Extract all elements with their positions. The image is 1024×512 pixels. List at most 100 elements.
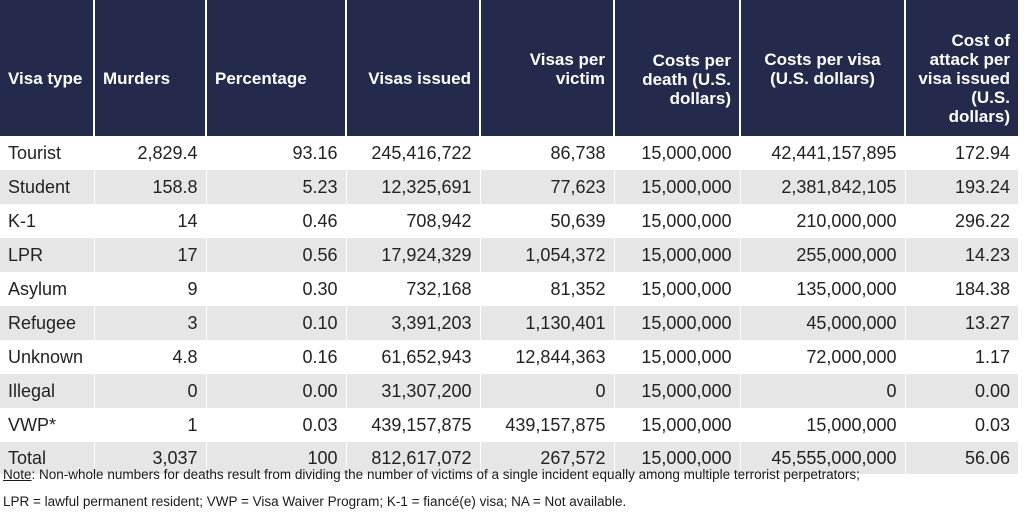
cell-percentage: 0.16: [205, 340, 346, 374]
table-row: Asylum 9 0.30 732,168 81,352 15,000,000 135,00…: [0, 272, 1018, 306]
cell-visas-issued: 61,652,943: [345, 340, 480, 374]
cell-cost-per-visa-issued: 1.17: [904, 340, 1018, 374]
cell-percentage: 0.00: [205, 374, 346, 408]
abbreviations-line: LPR = lawful permanent resident; VWP = V…: [3, 494, 627, 509]
note-text: : Non-whole numbers for deaths result fr…: [31, 467, 860, 482]
cell-murders: 0: [93, 374, 206, 408]
table-row: LPR 17 0.56 17,924,329 1,054,372 15,000,000 25…: [0, 238, 1018, 272]
cell-visa-type: VWP*: [0, 408, 94, 442]
cell-costs-per-visa: 42,441,157,895: [739, 136, 905, 170]
cell-percentage: 0.10: [205, 306, 346, 340]
cell-percentage: 0.56: [205, 238, 346, 272]
table-row: Illegal 0 0.00 31,307,200 0 15,000,000 0 0.00: [0, 374, 1018, 408]
cell-visa-type: Refugee: [0, 306, 94, 340]
cell-visas-issued: 732,168: [345, 272, 480, 306]
cell-visas-issued: 439,157,875: [345, 408, 480, 442]
cell-cost-per-visa-issued: 193.24: [904, 170, 1018, 204]
cell-visa-type: Illegal: [0, 374, 94, 408]
header-visa-type: Visa type: [0, 0, 95, 136]
cell-murders: 14: [93, 204, 206, 238]
cell-murders: 17: [93, 238, 206, 272]
header-percentage: Percentage: [206, 0, 347, 136]
cell-percentage: 100: [205, 442, 346, 474]
cell-costs-per-visa: 45,000,000: [739, 306, 905, 340]
cell-costs-per-death: 15,000,000: [613, 442, 740, 474]
cell-cost-per-visa-issued: 296.22: [904, 204, 1018, 238]
cell-costs-per-visa: 255,000,000: [739, 238, 905, 272]
cell-costs-per-visa: 210,000,000: [739, 204, 905, 238]
header-murders: Murders: [94, 0, 207, 136]
cell-visas-per-victim: 1,130,401: [479, 306, 614, 340]
cell-cost-per-visa-issued: 0.03: [904, 408, 1018, 442]
cell-visas-issued: 31,307,200: [345, 374, 480, 408]
cell-visas-per-victim: 86,738: [479, 136, 614, 170]
cell-cost-per-visa-issued: 184.38: [904, 272, 1018, 306]
cell-costs-per-visa: 45,555,000,000: [739, 442, 905, 474]
cell-costs-per-visa: 135,000,000: [739, 272, 905, 306]
cell-costs-per-visa: 2,381,842,105: [739, 170, 905, 204]
note-line: Note: Non-whole numbers for deaths resul…: [3, 466, 1018, 483]
header-cost-of-attack-per-visa: Cost of attack per visa issued (U.S. dol…: [905, 0, 1018, 136]
cell-visas-issued: 3,391,203: [345, 306, 480, 340]
cell-visas-per-victim: 77,623: [479, 170, 614, 204]
cell-visas-issued: 12,325,691: [345, 170, 480, 204]
table-header-row: Visa type Murders Percentage Visas issue…: [0, 0, 1018, 136]
cell-cost-per-visa-issued: 56.06: [904, 442, 1018, 474]
cell-percentage: 0.46: [205, 204, 346, 238]
cell-costs-per-death: 15,000,000: [613, 408, 740, 442]
cell-costs-per-visa: 0: [739, 374, 905, 408]
cell-costs-per-visa: 72,000,000: [739, 340, 905, 374]
cell-visas-per-victim: 267,572: [479, 442, 614, 474]
cell-cost-per-visa-issued: 14.23: [904, 238, 1018, 272]
cell-percentage: 93.16: [205, 136, 346, 170]
cell-visa-type: Total: [0, 442, 94, 474]
cell-murders: 158.8: [93, 170, 206, 204]
cell-costs-per-visa: 15,000,000: [739, 408, 905, 442]
cell-visas-issued: 708,942: [345, 204, 480, 238]
cell-percentage: 5.23: [205, 170, 346, 204]
cell-visas-per-victim: 12,844,363: [479, 340, 614, 374]
cell-visa-type: LPR: [0, 238, 94, 272]
cell-visas-issued: 17,924,329: [345, 238, 480, 272]
cell-visas-per-victim: 439,157,875: [479, 408, 614, 442]
cell-visas-per-victim: 1,054,372: [479, 238, 614, 272]
table-row: K-1 14 0.46 708,942 50,639 15,000,000 210,000,…: [0, 204, 1018, 238]
cell-visas-per-victim: 0: [479, 374, 614, 408]
table-row: Unknown 4.8 0.16 61,652,943 12,844,363 15,000…: [0, 340, 1018, 374]
cell-visa-type: K-1: [0, 204, 94, 238]
cell-costs-per-death: 15,000,000: [613, 306, 740, 340]
table-row: Tourist 2,829.4 93.16 245,416,722 86,738 15,0…: [0, 136, 1018, 170]
cell-costs-per-death: 15,000,000: [613, 204, 740, 238]
cell-murders: 1: [93, 408, 206, 442]
table-row: Student 158.8 5.23 12,325,691 77,623 15,000,0…: [0, 170, 1018, 204]
cell-percentage: 0.30: [205, 272, 346, 306]
cell-visas-issued: 812,617,072: [345, 442, 480, 474]
cell-cost-per-visa-issued: 0.00: [904, 374, 1018, 408]
cell-costs-per-death: 15,000,000: [613, 136, 740, 170]
cell-costs-per-death: 15,000,000: [613, 170, 740, 204]
cell-visa-type: Unknown: [0, 340, 94, 374]
note-label: Note: [3, 467, 32, 482]
cell-costs-per-death: 15,000,000: [613, 340, 740, 374]
cell-costs-per-death: 15,000,000: [613, 374, 740, 408]
cell-murders: 9: [93, 272, 206, 306]
header-costs-per-visa: Costs per visa (U.S. dollars): [740, 0, 906, 136]
cell-murders: 3: [93, 306, 206, 340]
cell-percentage: 0.03: [205, 408, 346, 442]
cell-murders: 4.8: [93, 340, 206, 374]
cell-visas-per-victim: 50,639: [479, 204, 614, 238]
table-row: Total 3,037 100 812,617,072 267,572 15,000,00…: [0, 442, 1018, 474]
cell-visas-per-victim: 81,352: [479, 272, 614, 306]
cell-visa-type: Asylum: [0, 272, 94, 306]
cell-visa-type: Student: [0, 170, 94, 204]
cell-cost-per-visa-issued: 13.27: [904, 306, 1018, 340]
table-body: Tourist 2,829.4 93.16 245,416,722 86,738 15,0…: [0, 136, 1018, 474]
table-row: Refugee 3 0.10 3,391,203 1,130,401 15,000,000…: [0, 306, 1018, 340]
cell-murders: 2,829.4: [93, 136, 206, 170]
header-costs-per-death: Costs per death (U.S. dollars): [614, 0, 741, 136]
visa-cost-table: Visa type Murders Percentage Visas issue…: [0, 0, 1018, 474]
table-row: VWP* 1 0.03 439,157,875 439,157,875 15,000,00…: [0, 408, 1018, 442]
cell-murders: 3,037: [93, 442, 206, 474]
cell-cost-per-visa-issued: 172.94: [904, 136, 1018, 170]
